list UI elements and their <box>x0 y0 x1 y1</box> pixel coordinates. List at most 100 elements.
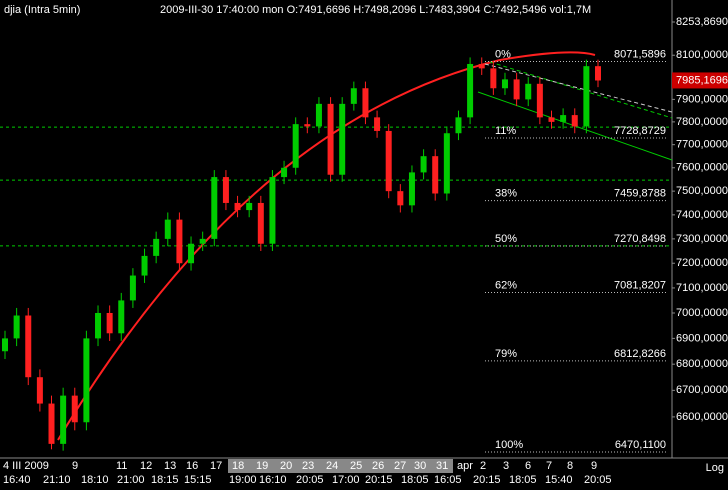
candle-body <box>36 377 43 404</box>
last-price-box <box>672 72 728 89</box>
y-tick-label: 6900,0000 <box>676 332 728 344</box>
candle-body <box>408 172 415 206</box>
date-label: 30 <box>414 460 426 472</box>
y-tick-label: 8100,0000 <box>676 49 728 61</box>
time-label: 15:40 <box>545 474 573 486</box>
candle-body <box>560 115 567 122</box>
chart-subtitle: 2009-III-30 17:40:00 mon O:7491,6696 H:7… <box>160 4 591 16</box>
candle-body <box>83 338 90 423</box>
y-tick-label: 7300,0000 <box>676 233 728 245</box>
candle-body <box>350 88 357 104</box>
time-label: 21:10 <box>43 474 71 486</box>
time-label: 16:40 <box>3 474 31 486</box>
fib-value: 7728,8729 <box>614 125 666 137</box>
fib-percent: 0% <box>495 48 511 60</box>
time-label: 21:00 <box>117 474 145 486</box>
date-label: 9 <box>72 460 78 472</box>
candle-body <box>513 79 520 100</box>
time-label: 18:05 <box>509 474 537 486</box>
y-tick-label: 7700,0000 <box>676 139 728 151</box>
time-label: 18:10 <box>81 474 109 486</box>
candle-body <box>269 177 276 244</box>
candle-body <box>211 177 218 239</box>
time-label: 20:15 <box>365 474 393 486</box>
candle-body <box>339 103 346 175</box>
candle-body <box>397 191 404 206</box>
time-label: 17:00 <box>332 474 360 486</box>
candle-body <box>2 338 8 352</box>
candle-body <box>374 117 381 131</box>
y-tick-label: 8253,8690 <box>676 16 728 28</box>
y-tick-label: 7500,0000 <box>676 185 728 197</box>
candle-body <box>60 395 67 444</box>
date-highlight <box>228 459 453 473</box>
date-label: 26 <box>372 460 384 472</box>
arc <box>57 51 596 441</box>
date-label: 11 <box>116 460 127 472</box>
candle-body <box>467 63 474 118</box>
fib-value: 6812,8266 <box>614 348 666 360</box>
time-label: 16:05 <box>434 474 462 486</box>
candle-body <box>443 133 450 194</box>
candle-body <box>315 103 322 127</box>
candle-body <box>48 403 55 444</box>
candle-body <box>536 83 543 118</box>
fib-percent: 11% <box>495 125 516 137</box>
time-label: 20:05 <box>296 474 324 486</box>
date-label: apr <box>457 460 473 472</box>
y-tick-label: 7900,0000 <box>676 93 728 105</box>
fib-percent: 79% <box>495 348 517 360</box>
date-label: 24 <box>326 460 338 472</box>
date-label: 31 <box>436 460 448 472</box>
date-label: 27 <box>394 460 406 472</box>
fib-percent: 38% <box>495 188 517 200</box>
candle-body <box>95 312 102 339</box>
date-label: 23 <box>302 460 314 472</box>
candle-body <box>478 63 485 69</box>
candle-body <box>304 124 311 127</box>
candle-body <box>129 275 136 301</box>
candle-body <box>234 202 241 211</box>
candle-body <box>583 66 590 127</box>
candle-body <box>176 219 183 264</box>
date-label: 4 III 2009 <box>3 460 49 472</box>
fib-value: 6470,1100 <box>615 439 666 451</box>
y-tick-label: 7400,0000 <box>676 209 728 221</box>
y-tick-label: 7000,0000 <box>676 307 728 319</box>
scale-label: Log <box>706 462 724 474</box>
candle-body <box>490 68 497 89</box>
candle-body <box>525 83 532 100</box>
date-label: 25 <box>350 460 362 472</box>
candle-body <box>222 177 229 203</box>
date-label: 18 <box>232 460 244 472</box>
candle-body <box>188 243 195 264</box>
candle-body <box>501 79 508 89</box>
candle-body <box>327 103 334 175</box>
trend-line <box>489 61 673 119</box>
y-tick-label: 7200,0000 <box>676 257 728 269</box>
fib-percent: 100% <box>495 439 523 451</box>
candle-body <box>595 66 601 81</box>
date-label: 6 <box>525 460 531 472</box>
y-tick-label: 7800,0000 <box>676 116 728 128</box>
y-tick-label: 6800,0000 <box>676 358 728 370</box>
last-price-label: 7985,1696 <box>676 74 728 86</box>
time-label: 20:05 <box>584 474 612 486</box>
time-label: 16:10 <box>259 474 287 486</box>
fib-percent: 62% <box>495 279 517 291</box>
candle-body <box>292 124 299 168</box>
fib-value: 7270,8498 <box>614 233 666 245</box>
candle-body <box>362 88 369 118</box>
fib-value: 8071,5896 <box>614 48 666 60</box>
candle-body <box>106 312 113 334</box>
candle-body <box>420 156 427 173</box>
fib-percent: 50% <box>495 233 517 245</box>
time-label: 18:15 <box>151 474 179 486</box>
y-tick-label: 6700,0000 <box>676 384 728 396</box>
candle-body <box>13 315 20 339</box>
y-tick-label: 7100,0000 <box>676 282 728 294</box>
date-label: 3 <box>503 460 509 472</box>
candle-body <box>257 202 264 244</box>
date-label: 16 <box>186 460 198 472</box>
